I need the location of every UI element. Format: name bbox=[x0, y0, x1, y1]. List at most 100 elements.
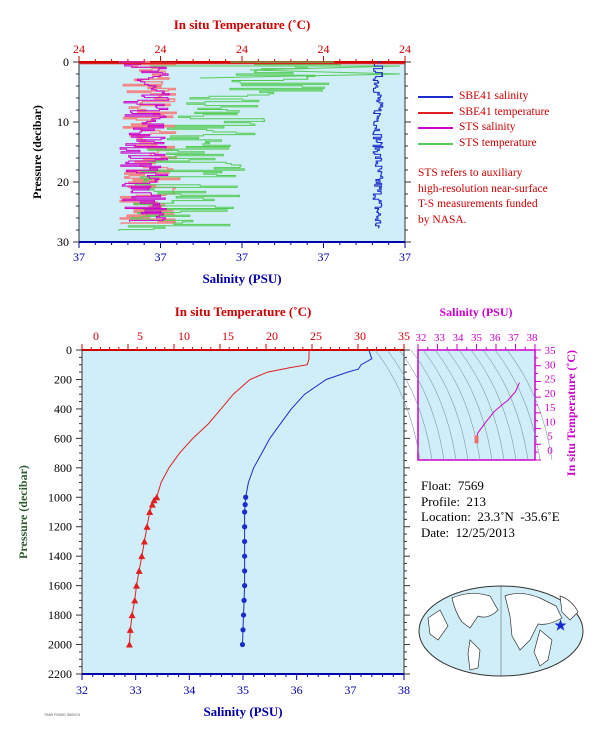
top-temp-tick-label: 24 bbox=[73, 42, 85, 56]
density-contour bbox=[374, 349, 421, 461]
top-sal-tick-label: 37 bbox=[73, 250, 85, 264]
salinity-marker bbox=[242, 553, 248, 559]
top-pres-tick-label: 0 bbox=[63, 55, 69, 69]
ts-sal-tick-label: 33 bbox=[434, 332, 446, 344]
temp-tick-label: 30 bbox=[354, 329, 366, 343]
top-pres-axis-title: Pressure (decibar) bbox=[30, 105, 44, 199]
legend-swatch bbox=[418, 111, 453, 114]
ts-temp-tick-label: 10 bbox=[545, 416, 557, 428]
ts-temp-tick-label: 0 bbox=[547, 445, 553, 457]
temperature-marker bbox=[128, 611, 136, 619]
salinity-marker bbox=[241, 597, 247, 603]
location: Location: 23.3˚N -35.6˚E bbox=[421, 509, 560, 524]
pres-tick-label: 1600 bbox=[48, 579, 72, 593]
footer-code: 7569 P0000 000574 bbox=[44, 712, 81, 717]
salinity-marker bbox=[242, 583, 248, 589]
top-temp-tick-label: 24 bbox=[318, 42, 330, 56]
sal-tick-label: 35 bbox=[237, 683, 249, 697]
ts-temp-axis-title: In situ Temperature (˚C) bbox=[564, 350, 578, 476]
legend-item: SBE41 salinity bbox=[418, 89, 598, 105]
density-contour bbox=[458, 349, 505, 461]
map-landmass bbox=[533, 629, 553, 667]
sal-axis-title: Salinity (PSU) bbox=[203, 704, 282, 719]
legend-swatch bbox=[418, 127, 453, 130]
salinity-marker bbox=[240, 612, 247, 618]
temp-tick-label: 35 bbox=[398, 329, 410, 343]
sal-tick-label: 34 bbox=[183, 683, 195, 697]
sal-tick-label: 32 bbox=[76, 683, 88, 697]
ts-plot-area bbox=[417, 349, 536, 461]
map-landmass bbox=[427, 609, 449, 641]
temp-tick-label: 20 bbox=[266, 329, 278, 343]
date: Date: 12/25/2013 bbox=[421, 524, 515, 540]
ts-sal-tick-label: 38 bbox=[527, 332, 539, 344]
sal-tick-label: 33 bbox=[130, 683, 142, 697]
density-contour bbox=[410, 349, 457, 461]
pres-tick-label: 1000 bbox=[48, 490, 72, 504]
density-contour bbox=[386, 349, 433, 461]
salinity-marker bbox=[242, 538, 248, 545]
sts-temperature-surface-trace bbox=[150, 65, 401, 79]
pres-axis-title: Pressure (decibar) bbox=[16, 465, 30, 559]
temperature-marker bbox=[131, 596, 139, 604]
ts-deep-cluster bbox=[474, 435, 479, 444]
legend: SBE41 salinity SBE41 temperature STS sal… bbox=[418, 89, 598, 151]
ts-sal-tick-label: 32 bbox=[416, 332, 427, 344]
ts-temp-tick-label: 35 bbox=[545, 345, 557, 357]
top-pres-tick-label: 30 bbox=[57, 235, 69, 249]
map-landmass bbox=[504, 593, 563, 651]
top-temp-tick-label: 24 bbox=[236, 42, 248, 56]
top-sal-tick-label: 37 bbox=[399, 250, 411, 264]
note-line: by NASA. bbox=[418, 213, 467, 226]
density-contour bbox=[494, 349, 541, 461]
sts-note: STS refers to auxiliary high-resolution … bbox=[418, 166, 598, 228]
pres-tick-label: 400 bbox=[54, 402, 72, 416]
top-sal-tick-label: 37 bbox=[155, 250, 167, 264]
map-landmass bbox=[559, 595, 579, 621]
pres-tick-label: 600 bbox=[54, 431, 72, 445]
temp-tick-label: 0 bbox=[93, 329, 99, 343]
salinity-marker bbox=[240, 627, 246, 633]
top-pres-tick-label: 10 bbox=[57, 115, 69, 129]
legend-label: STS salinity bbox=[459, 121, 516, 134]
temperature-marker bbox=[140, 537, 148, 545]
ts-sal-tick-label: 36 bbox=[490, 332, 502, 344]
salinity-marker bbox=[239, 641, 246, 648]
sal-tick-label: 38 bbox=[398, 683, 410, 697]
float-id: Float: 7569 bbox=[421, 478, 484, 493]
temperature-marker bbox=[146, 508, 154, 515]
top-panel: 24 24 24 24 24 In situ Temperature (˚C) 37 37 37… bbox=[30, 17, 411, 286]
legend-item: SBE41 temperature bbox=[418, 105, 598, 121]
note-line: high-resolution near-surface bbox=[418, 182, 548, 195]
ts-temp-tick-label: 5 bbox=[547, 431, 553, 443]
temperature-marker bbox=[125, 641, 133, 648]
salinity-marker bbox=[242, 568, 248, 574]
top-sal-tick-label: 37 bbox=[318, 250, 330, 264]
density-contour bbox=[422, 349, 469, 461]
temperature-marker bbox=[138, 552, 146, 560]
salinity-marker bbox=[243, 494, 249, 500]
ts-temp-tick-label: 15 bbox=[545, 402, 557, 414]
pres-tick-label: 200 bbox=[54, 372, 72, 386]
temperature-marker bbox=[148, 501, 156, 508]
ts-diagram-panel: 32 33 34 35 36 37 38 Salinity (PSU) 35 30 25 20 15 10… bbox=[374, 305, 578, 476]
float-location-star bbox=[554, 619, 567, 631]
ts-temp-tick-label: 30 bbox=[545, 359, 557, 371]
ts-temp-tick-label: 20 bbox=[545, 388, 557, 400]
pres-tick-label: 2200 bbox=[48, 667, 72, 681]
salinity-marker bbox=[242, 524, 248, 530]
temperature-marker bbox=[143, 523, 151, 530]
legend-swatch bbox=[418, 142, 453, 145]
world-map-panel bbox=[418, 585, 584, 677]
density-contour bbox=[470, 349, 517, 461]
sal-tick-label: 37 bbox=[344, 683, 356, 697]
sts-salinity-trace bbox=[119, 61, 170, 222]
top-sal-tick-label: 37 bbox=[236, 250, 248, 264]
density-contour bbox=[506, 349, 553, 461]
profile-number: Profile: 213 bbox=[421, 493, 486, 509]
pres-tick-label: 800 bbox=[54, 461, 72, 475]
pres-tick-label: 1200 bbox=[48, 520, 72, 534]
ts-temp-tick-label: 25 bbox=[545, 374, 557, 386]
